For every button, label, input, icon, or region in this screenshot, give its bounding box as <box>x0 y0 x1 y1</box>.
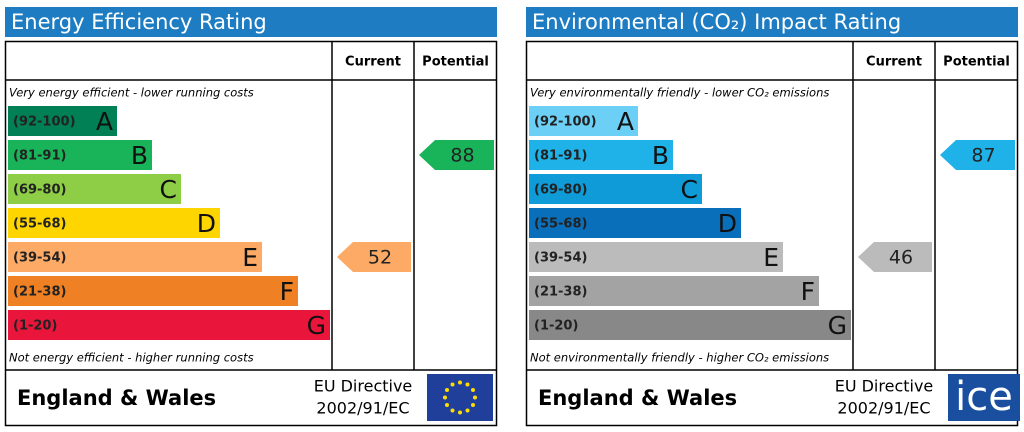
rating-value: 52 <box>368 247 392 269</box>
band-range: (21-38) <box>534 285 587 300</box>
band-bar <box>529 208 741 238</box>
title: Energy Efficiency Rating <box>11 10 267 34</box>
region: England & Wales <box>538 386 737 410</box>
watermark: ice <box>955 374 1013 420</box>
band-letter: E <box>763 243 779 272</box>
region: England & Wales <box>17 386 216 410</box>
band-range: (1-20) <box>534 319 578 334</box>
title: Environmental (CO₂) Impact Rating <box>532 10 901 34</box>
rating-arrow <box>419 140 494 170</box>
band-bar <box>529 310 851 340</box>
eu-star <box>470 388 475 392</box>
eu-star <box>465 408 470 413</box>
note: Very energy efficient - lower running co… <box>9 86 254 100</box>
band-bar <box>529 276 819 306</box>
band-range: (69-80) <box>534 183 587 198</box>
band-range: (92-100) <box>13 115 76 130</box>
eu-star <box>445 388 450 392</box>
eu-star <box>473 395 477 400</box>
directive: EU Directive <box>835 377 934 396</box>
directive: 2002/91/EC <box>316 399 409 418</box>
band-letter: D <box>197 209 216 238</box>
band-range: (1-20) <box>13 319 57 334</box>
eu-star <box>450 408 455 413</box>
frame <box>525 40 1019 427</box>
rating-value: 46 <box>889 247 913 269</box>
rating-value: 88 <box>450 145 474 167</box>
eu-star <box>443 395 447 400</box>
watermark-bg <box>948 374 1020 421</box>
title-bar <box>5 7 497 37</box>
rating-value: 87 <box>971 145 995 167</box>
header: Potential <box>422 55 489 70</box>
eu-star <box>450 382 455 387</box>
band-bar <box>529 174 702 204</box>
band-letter: B <box>131 141 148 170</box>
band-range: (39-54) <box>13 251 66 266</box>
band-letter: F <box>280 277 294 306</box>
band-letter: G <box>307 311 326 340</box>
band-bar <box>8 242 262 272</box>
title-bar <box>526 7 1018 37</box>
band-range: (21-38) <box>13 285 66 300</box>
band-bar <box>8 106 117 136</box>
band-letter: C <box>160 175 177 204</box>
band-letter: A <box>617 107 634 136</box>
frame <box>4 40 498 427</box>
eu-star <box>458 410 462 415</box>
band-bar <box>8 310 330 340</box>
band-range: (92-100) <box>534 115 597 130</box>
band-range: (55-68) <box>534 217 587 232</box>
rating-arrow <box>858 242 932 272</box>
eu-star <box>458 380 462 385</box>
band-range: (81-91) <box>534 149 587 164</box>
band-letter: C <box>681 175 698 204</box>
band-bar <box>8 208 220 238</box>
note: Not energy efficient - higher running co… <box>9 351 254 365</box>
band-letter: B <box>652 141 669 170</box>
band-range: (39-54) <box>534 251 587 266</box>
band-bar <box>8 174 181 204</box>
band-letter: F <box>801 277 815 306</box>
band-bar <box>529 242 783 272</box>
eu-star <box>465 382 470 387</box>
band-bar <box>529 106 638 136</box>
directive: EU Directive <box>314 377 413 396</box>
rating-arrow <box>337 242 411 272</box>
band-letter: D <box>718 209 737 238</box>
eu-star <box>470 403 475 407</box>
header: Potential <box>943 55 1010 70</box>
band-range: (69-80) <box>13 183 66 198</box>
directive: 2002/91/EC <box>837 399 930 418</box>
eu-star <box>445 403 450 407</box>
header: Current <box>345 55 401 70</box>
band-bar <box>529 140 673 170</box>
rating-arrow <box>940 140 1015 170</box>
band-letter: G <box>828 311 847 340</box>
band-range: (81-91) <box>13 149 66 164</box>
note: Not environmentally friendly - higher CO… <box>530 351 829 365</box>
band-letter: E <box>242 243 258 272</box>
band-letter: A <box>96 107 113 136</box>
band-bar <box>8 140 152 170</box>
header: Current <box>866 55 922 70</box>
band-bar <box>8 276 298 306</box>
note: Very environmentally friendly - lower CO… <box>530 86 829 100</box>
band-range: (55-68) <box>13 217 66 232</box>
